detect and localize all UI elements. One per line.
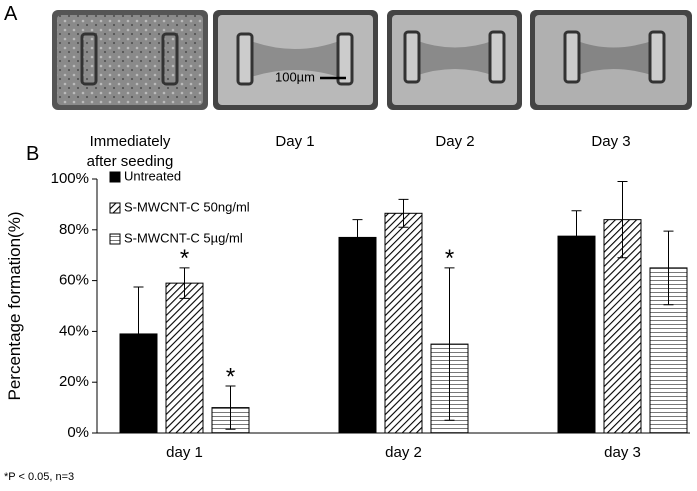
y-tick-label: 20%: [59, 373, 89, 390]
error-bar: [133, 286, 144, 382]
error-bar: [617, 181, 628, 259]
error-bar: [179, 267, 190, 299]
footnote: *P < 0.05, n=3: [4, 471, 74, 483]
panel-label: B: [26, 143, 39, 165]
caption: Day 3: [591, 133, 630, 150]
error-bar: [571, 210, 582, 263]
error-bar: [352, 219, 363, 256]
significance-marker: *: [180, 245, 189, 272]
legend-label: S-MWCNT-C 50ng/ml: [124, 199, 250, 214]
legend-label: Untreated: [124, 168, 181, 183]
micrograph: [213, 10, 378, 110]
x-tick-label: day 2: [385, 444, 422, 461]
caption: Day 2: [435, 133, 474, 150]
micrograph: [387, 10, 522, 110]
y-tick-label: 100%: [51, 170, 89, 187]
bar: [384, 212, 423, 434]
x-tick-label: day 3: [604, 444, 641, 461]
legend-swatch: [109, 171, 121, 183]
legend-swatch: [109, 233, 121, 245]
significance-marker: *: [226, 363, 235, 390]
bar: [165, 282, 204, 434]
y-tick-label: 80%: [59, 221, 89, 238]
scale-bar-label: 100µm: [275, 69, 315, 84]
significance-marker: *: [445, 245, 454, 272]
y-axis-label: Percentage formation(%): [5, 212, 24, 401]
panel-label: A: [4, 3, 18, 25]
error-bar: [663, 230, 674, 306]
micrograph: [52, 10, 208, 110]
legend-label: S-MWCNT-C 5µg/ml: [124, 230, 243, 245]
bar: [338, 236, 377, 434]
micrograph: [530, 10, 692, 110]
y-tick-label: 40%: [59, 322, 89, 339]
legend-swatch: [109, 202, 121, 214]
y-tick-label: 60%: [59, 272, 89, 289]
x-tick-label: day 1: [166, 444, 203, 461]
caption: Day 1: [275, 133, 314, 150]
error-bar: [225, 385, 236, 430]
error-bar: [444, 267, 455, 421]
bar: [557, 235, 596, 434]
caption: after seeding: [87, 153, 174, 170]
y-tick-label: 0%: [67, 424, 89, 441]
error-bar: [398, 198, 409, 228]
caption: Immediately: [90, 133, 171, 150]
